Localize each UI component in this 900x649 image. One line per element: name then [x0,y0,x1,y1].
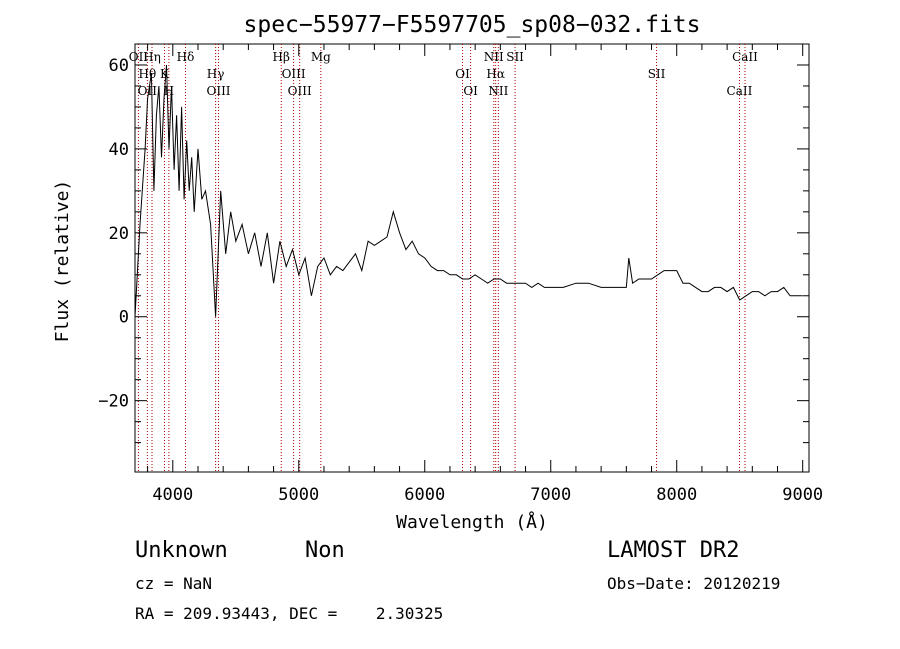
y-tick-label: 40 [109,140,129,160]
emission-line-label: Hα [486,67,505,81]
object-subclass-label: Non [305,538,345,563]
chart-title: spec−55977−F5597705_sp08−032.fits [244,12,701,38]
y-axis-label: Flux (relative) [52,180,73,343]
emission-line-label: NII [484,50,504,64]
emission-line-label: OII [138,84,158,98]
emission-line-label: OI [463,84,478,98]
emission-line-label: H [164,84,174,98]
y-tick-label: 60 [109,56,129,76]
y-tick-label: 0 [119,308,129,328]
y-tick-label: 20 [109,224,129,244]
emission-line-label: OIII [206,84,230,98]
emission-line-label: Hη [143,50,161,64]
emission-line-label: Hβ [273,50,290,64]
emission-line-label: K [160,67,170,81]
x-tick-label: 4000 [152,485,193,505]
emission-line-label: OIII [288,84,312,98]
object-class-label: Unknown [135,538,228,563]
emission-line-label: Mg [311,50,331,64]
emission-line-label: NII [488,84,508,98]
spectrum-series-line [134,64,803,317]
emission-line-label: OIII [282,67,306,81]
x-tick-label: 5000 [278,485,319,505]
emission-line-label: SII [648,67,666,81]
line-labels: OIIHθOIIHηKHHδHγOIIIHβOIIIOIIIMgOIOINIIH… [129,50,758,98]
emission-line-label: Hθ [138,67,156,81]
plot-frame [134,43,810,473]
emission-line-label: SII [506,50,524,64]
x-tick-label: 6000 [404,485,445,505]
emission-line-label: CaII [732,50,758,64]
survey-label: LAMOST DR2 [607,538,740,563]
emission-lines [137,44,746,472]
emission-line-label: OII [129,50,149,64]
emission-line-label: Hγ [207,67,225,81]
emission-line-label: OI [455,67,470,81]
x-tick-label: 9000 [782,485,823,505]
y-axis-ticks: −20 0 20 40 60 [98,56,809,444]
x-tick-label: 8000 [656,485,697,505]
x-axis-ticks: 4000 5000 6000 7000 8000 9000 [147,44,823,505]
y-tick-label: −20 [98,392,129,412]
x-tick-label: 7000 [530,485,571,505]
x-axis-label: Wavelength (Å) [396,511,548,533]
coordinates-label: RA = 209.93443, DEC = 2.30325 [135,604,444,623]
cz-label: cz = NaN [135,574,213,593]
emission-line-label: CaII [727,84,753,98]
emission-line-label: Hδ [177,50,195,64]
obs-date-label: Obs−Date: 20120219 [607,574,781,593]
